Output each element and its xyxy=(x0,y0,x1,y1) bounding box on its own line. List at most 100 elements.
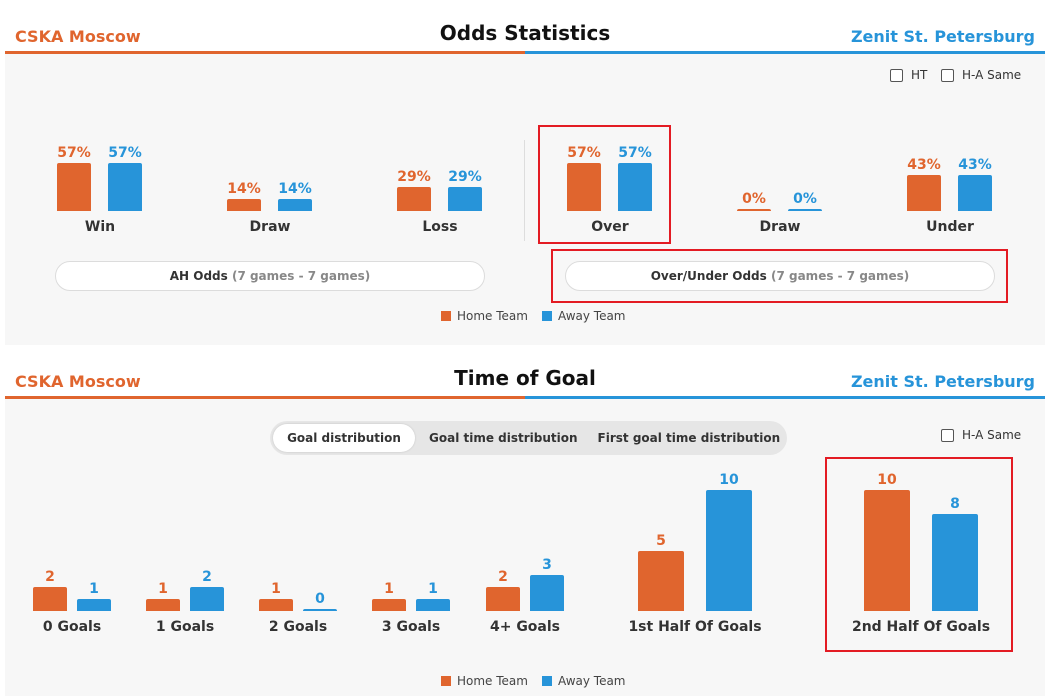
group-separator xyxy=(524,140,525,241)
away-value-0-goals: 1 xyxy=(89,580,99,597)
away-value-2nd-half-of-goals: 8 xyxy=(950,496,960,513)
home-value-2-goals: 1 xyxy=(271,580,281,597)
away-value-draw: 0% xyxy=(793,191,817,207)
away-bar-4-goals xyxy=(530,574,564,611)
away-bar-1-goals xyxy=(190,586,224,611)
home-bar-3-goals xyxy=(372,598,406,611)
category-label-draw: Draw xyxy=(249,219,291,235)
away-bar-under xyxy=(958,174,992,211)
category-label-1st-half-of-goals: 1st Half Of Goals xyxy=(628,619,762,635)
away-bar-draw xyxy=(788,209,822,211)
home-value-draw: 0% xyxy=(742,191,766,207)
home-value-4-goals: 2 xyxy=(498,568,508,585)
home-bar-2nd-half-of-goals xyxy=(864,490,910,611)
checkbox-box-icon[interactable] xyxy=(941,68,954,82)
home-value-loss: 29% xyxy=(397,168,431,185)
home-team-name-goals: CSKA Moscow xyxy=(15,372,141,391)
legend-away-goals-label: Away Team xyxy=(557,674,626,688)
ou-odds-games: (7 games - 7 games) xyxy=(770,269,910,283)
away-bar-draw xyxy=(278,199,312,211)
home-value-win: 57% xyxy=(57,145,91,161)
section-title-goals: Time of Goal xyxy=(454,366,596,390)
ha-same-checkbox-goals[interactable]: H-A Same xyxy=(941,428,1021,442)
odds-panel xyxy=(5,54,1045,345)
legend-away-label: Away Team xyxy=(557,309,626,323)
away-value-1-goals: 2 xyxy=(202,568,212,585)
home-value-draw: 14% xyxy=(227,181,261,198)
legend-home: Home Team xyxy=(441,309,528,323)
ht-checkbox-label: HT xyxy=(911,68,928,82)
home-bar-0-goals xyxy=(33,586,67,611)
home-divider-goals xyxy=(5,396,525,399)
home-value-over: 57% xyxy=(567,145,601,161)
home-bar-1-goals xyxy=(146,598,180,611)
tab-first-goal-time-distribution[interactable]: First goal time distribution xyxy=(597,431,781,445)
legend-home-goals: Home Team xyxy=(441,674,528,688)
away-value-draw: 14% xyxy=(278,181,312,198)
ah-odds-games: (7 games - 7 games) xyxy=(231,269,371,283)
home-bar-draw xyxy=(737,209,771,211)
home-bar-draw xyxy=(227,199,261,211)
away-bar-win xyxy=(108,163,142,211)
odds-legend: Home Team Away Team xyxy=(441,309,626,323)
home-divider xyxy=(5,51,525,54)
ha-same-checkbox-goals-label: H-A Same xyxy=(962,428,1022,442)
category-label-loss: Loss xyxy=(422,219,458,235)
category-label-2-goals: 2 Goals xyxy=(268,619,328,635)
legend-away: Away Team xyxy=(541,309,626,323)
home-bar-4-goals xyxy=(486,586,520,611)
away-value-1st-half-of-goals: 10 xyxy=(719,472,739,488)
checkbox-box-icon[interactable] xyxy=(890,68,903,82)
away-value-loss: 29% xyxy=(448,168,482,185)
away-bar-1st-half-of-goals xyxy=(706,490,752,611)
away-divider-goals xyxy=(525,396,1045,399)
legend-away-goals: Away Team xyxy=(541,674,626,688)
highlight-over-box xyxy=(538,125,671,244)
ht-checkbox[interactable]: HT xyxy=(890,68,927,82)
odds-chart: 57% 57% Win 14% 14% Draw 29% 29% Loss 57% 57% Over 0… xyxy=(0,0,1049,260)
home-bar-1st-half-of-goals xyxy=(638,550,684,611)
ou-odds-button[interactable]: Over/Under Odds (7 games - 7 games) xyxy=(565,261,995,291)
away-bar-3-goals xyxy=(416,598,450,611)
home-bar-win xyxy=(57,163,91,211)
category-label-1-goals: 1 Goals xyxy=(155,619,215,635)
away-value-2-goals: 0 xyxy=(315,591,325,607)
away-value-over: 57% xyxy=(618,145,652,161)
ah-odds-button[interactable]: AH Odds (7 games - 7 games) xyxy=(55,261,485,291)
home-bar-2-goals xyxy=(259,598,293,611)
tab-goal-distribution[interactable]: Goal distribution xyxy=(273,424,415,452)
home-value-2nd-half-of-goals: 10 xyxy=(877,472,897,488)
category-label-win: Win xyxy=(84,219,116,235)
goals-legend: Home Team Away Team xyxy=(441,674,626,688)
ah-odds-label: AH Odds xyxy=(169,269,228,283)
section-title-odds: Odds Statistics xyxy=(439,21,611,45)
category-label-draw: Draw xyxy=(759,219,801,235)
legend-home-goals-label: Home Team xyxy=(457,674,528,688)
ha-same-checkbox-odds[interactable]: H-A Same xyxy=(941,68,1021,82)
home-team-name: CSKA Moscow xyxy=(15,27,141,46)
highlight-2nd-half-box xyxy=(825,457,1013,652)
home-bar-loss xyxy=(397,186,431,211)
home-bar-over xyxy=(567,163,601,211)
category-label-4-goals: 4+ Goals xyxy=(489,619,561,635)
away-team-name-goals: Zenit St. Petersburg xyxy=(850,372,1035,391)
away-bar-2-goals xyxy=(303,609,337,611)
legend-home-label: Home Team xyxy=(457,309,528,323)
tab-goal-time-distribution[interactable]: Goal time distribution xyxy=(429,431,578,445)
ou-odds-label: Over/Under Odds xyxy=(650,269,767,283)
ha-same-checkbox-label: H-A Same xyxy=(962,68,1022,82)
category-label-under: Under xyxy=(926,219,974,235)
away-value-win: 57% xyxy=(108,145,142,161)
away-value-3-goals: 1 xyxy=(428,580,438,597)
away-bar-0-goals xyxy=(77,598,111,611)
home-value-3-goals: 1 xyxy=(384,580,394,597)
away-bar-2nd-half-of-goals xyxy=(932,514,978,611)
checkbox-box-icon[interactable] xyxy=(941,428,954,442)
away-bar-over xyxy=(618,163,652,211)
category-label-3-goals: 3 Goals xyxy=(381,619,441,635)
category-label-over: Over xyxy=(591,219,629,235)
home-value-0-goals: 2 xyxy=(45,568,55,585)
away-bar-loss xyxy=(448,186,482,211)
home-value-1-goals: 1 xyxy=(158,580,168,597)
